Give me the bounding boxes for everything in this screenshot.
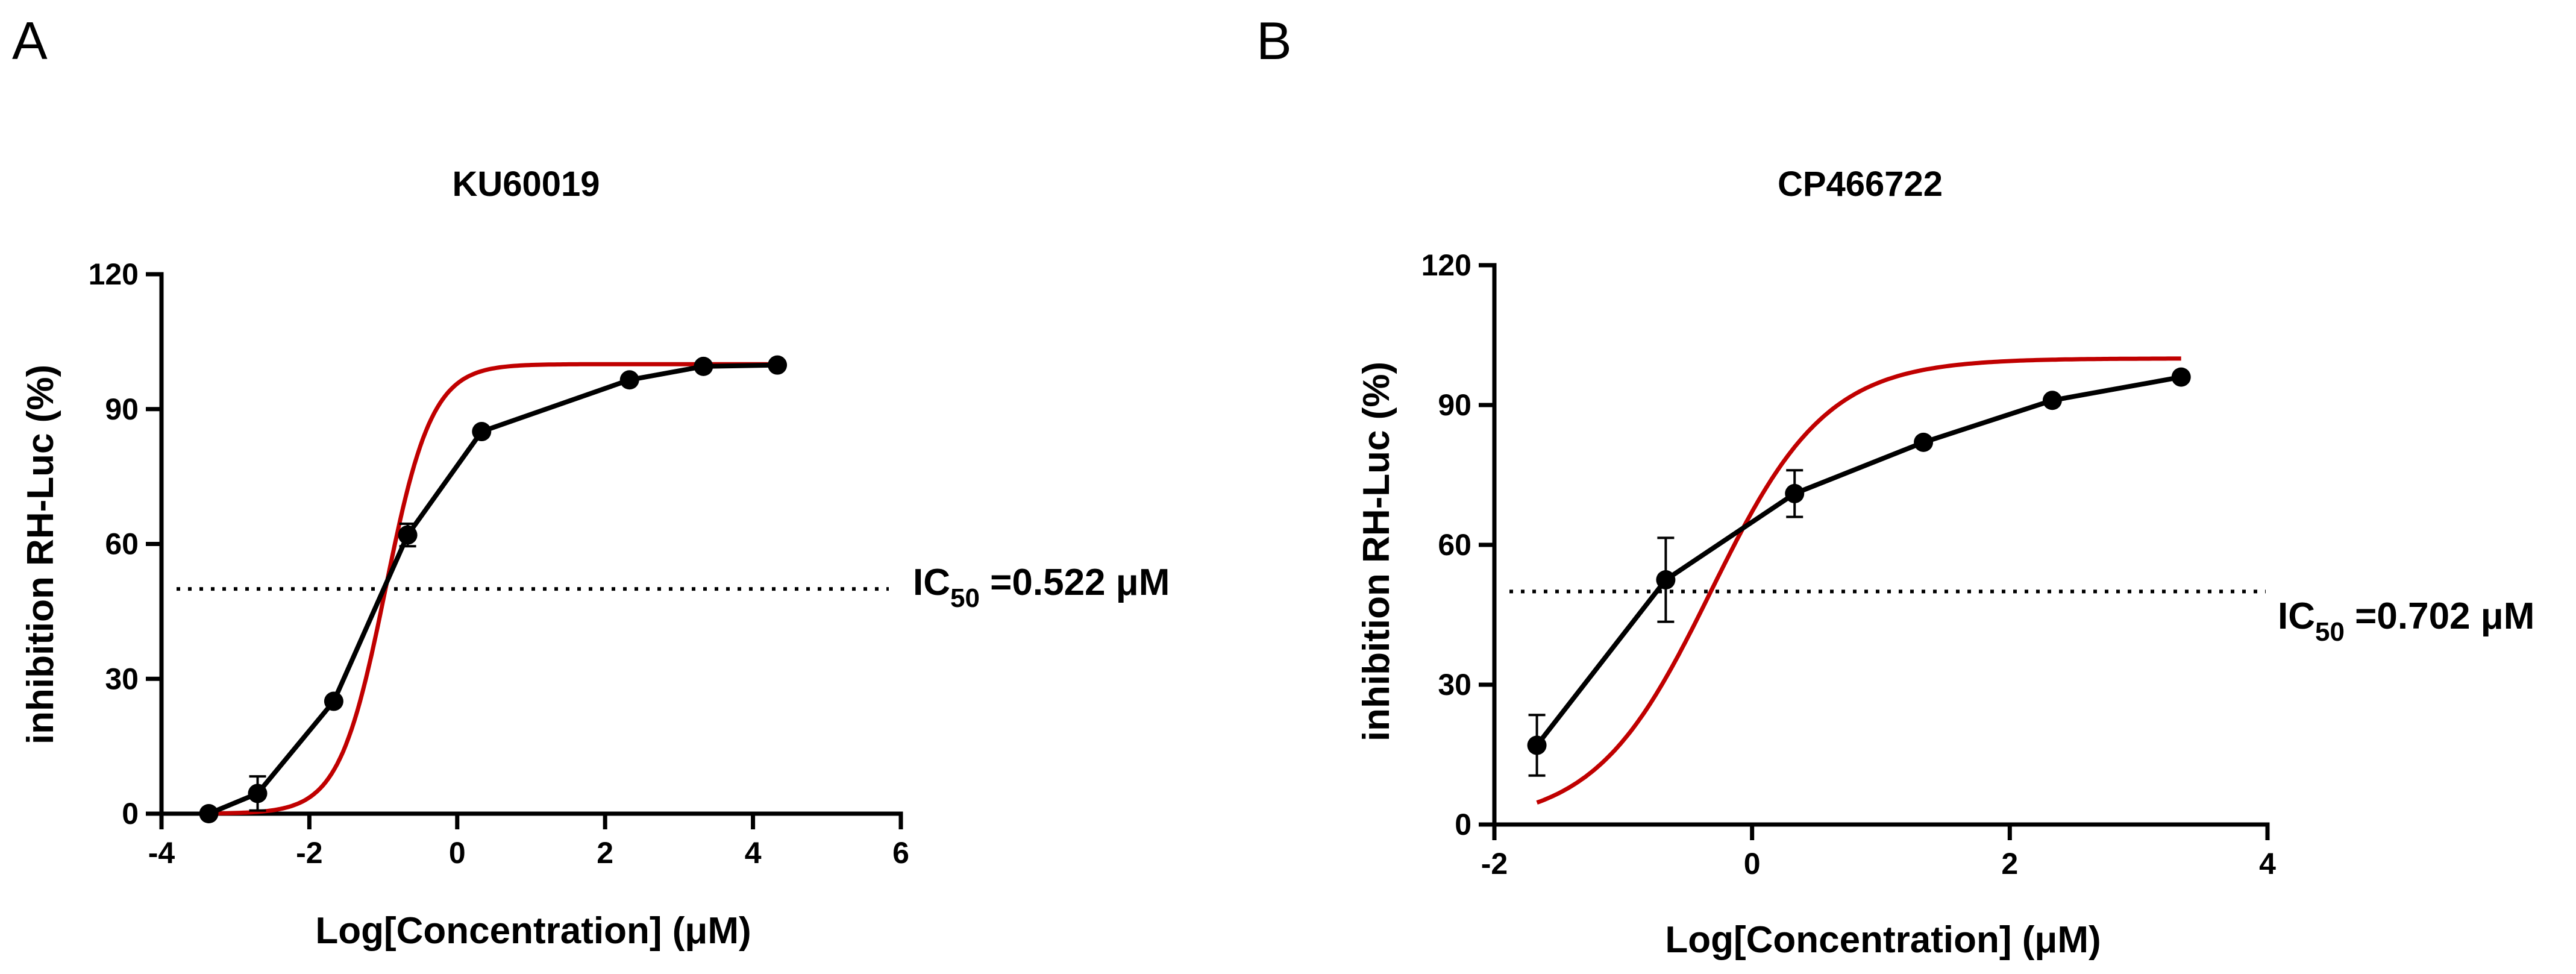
panel-label-b: B [1256,11,1292,71]
ic50-value: =0.522 μM [980,562,1170,603]
y-tick-label: 0 [122,797,139,831]
y-tick-label: 120 [1421,248,1471,282]
y-axis-label: inhibition RH-Luc (%) [20,365,61,744]
ic50-subscript: 50 [950,583,980,613]
ic50-annotation: IC50 =0.522 μM [913,562,1170,613]
data-line [207,362,778,816]
chart-title: CP466722 [1778,165,1943,204]
ic50-prefix: IC [913,562,950,603]
chart-ku60019: KU60019 inhibition RH-Luc (%) Log[Concen… [20,165,1170,952]
y-tick-label: 30 [105,662,139,696]
y-tick-label: 0 [1455,808,1471,841]
ic50-subscript: 50 [2315,617,2345,647]
data-point [472,422,492,442]
data-point [1914,432,1934,452]
x-tick-label: -2 [296,836,322,870]
x-tick-label: 6 [892,836,909,870]
x-axis-label: Log[Concentration] (μM) [1665,919,2101,961]
data-point [1527,735,1547,755]
data-point [1785,483,1805,503]
data-point [619,370,639,390]
x-tick-label: -2 [1481,847,1508,881]
x-tick-label: 0 [449,836,466,870]
ic50-prefix: IC [2278,595,2315,637]
y-tick-label: 120 [89,257,139,291]
panel-label-a: A [12,11,48,71]
x-axis-label: Log[Concentration] (μM) [315,910,751,952]
x-tick-label: -4 [148,836,175,870]
chart-cp466722: CP466722 inhibition RH-Luc (%) Log[Conce… [1356,165,2534,961]
y-tick-label: 60 [105,527,139,561]
data-point [1656,570,1676,589]
x-tick-label: 4 [745,836,762,870]
x-tick-label: 0 [1744,847,1761,881]
data-point [2042,391,2062,410]
y-axis-label: inhibition RH-Luc (%) [1356,362,1397,741]
y-tick-label: 90 [1438,388,1471,422]
y-tick-label: 60 [1438,528,1471,562]
data-point [768,355,788,375]
data-point [694,356,713,376]
data-line [1535,374,2182,747]
fit-curve [1536,356,2181,805]
fit-curve [205,362,778,816]
data-point [398,525,418,545]
x-tick-label: 4 [2259,847,2276,881]
ic50-annotation: IC50 =0.702 μM [2278,595,2534,647]
data-point [324,691,343,711]
x-tick-label: 2 [2001,847,2018,881]
x-tick-label: 2 [597,836,613,870]
y-tick-label: 30 [1438,668,1471,702]
ic50-value: =0.702 μM [2345,595,2534,637]
data-point [199,804,219,823]
y-tick-label: 90 [105,392,139,426]
data-point [248,784,268,803]
chart-title: KU60019 [452,165,600,204]
data-point [2171,367,2191,387]
